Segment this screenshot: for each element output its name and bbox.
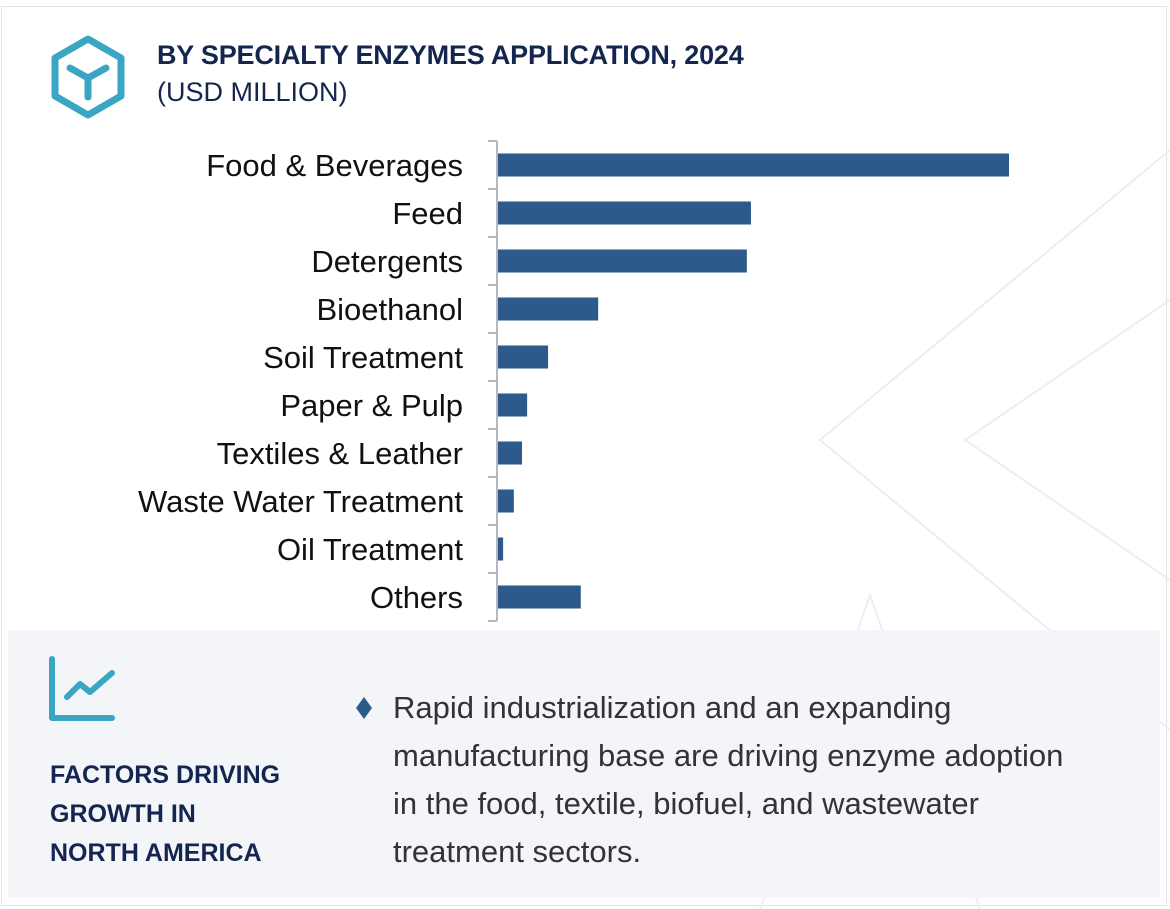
chart-subtitle: (USD MILLION): [157, 77, 348, 107]
bar: [498, 201, 751, 225]
bar: [498, 393, 528, 417]
growth-factor-text: Rapid industrialization and an expanding…: [393, 690, 1064, 869]
title-line: GROWTH IN: [50, 800, 196, 828]
category-label: Bioethanol: [316, 292, 463, 327]
bar: [498, 153, 1009, 177]
category-label: Food & Beverages: [206, 148, 463, 183]
diamond-bullet-icon: [356, 697, 372, 719]
category-label: Soil Treatment: [263, 340, 463, 375]
chart-title: BY SPECIALTY ENZYMES APPLICATION, 2024: [157, 40, 744, 70]
trend-chart-icon: [49, 656, 115, 721]
bar: [498, 441, 523, 465]
category-label: Detergents: [311, 244, 463, 279]
hexagon-enzyme-icon: [51, 35, 125, 119]
growth-factors-title: FACTORS DRIVING GROWTH IN NORTH AMERICA: [50, 756, 330, 873]
title-line: FACTORS DRIVING: [50, 761, 281, 789]
bar: [498, 585, 581, 609]
bar: [498, 489, 514, 513]
bar: [498, 249, 747, 273]
bar: [498, 297, 599, 321]
category-label: Others: [370, 580, 463, 615]
category-label: Textiles & Leather: [217, 436, 463, 471]
bar-chart: Food & Beverages Feed Detergents Bioethanol…: [138, 140, 1009, 622]
growth-factors-panel: [8, 630, 1160, 898]
category-label: Oil Treatment: [277, 532, 463, 567]
title-line: NORTH AMERICA: [50, 839, 262, 867]
category-label: Feed: [392, 196, 463, 231]
category-label: Paper & Pulp: [280, 388, 463, 423]
bar: [498, 537, 504, 561]
category-label: Waste Water Treatment: [138, 484, 463, 519]
bar: [498, 345, 549, 369]
